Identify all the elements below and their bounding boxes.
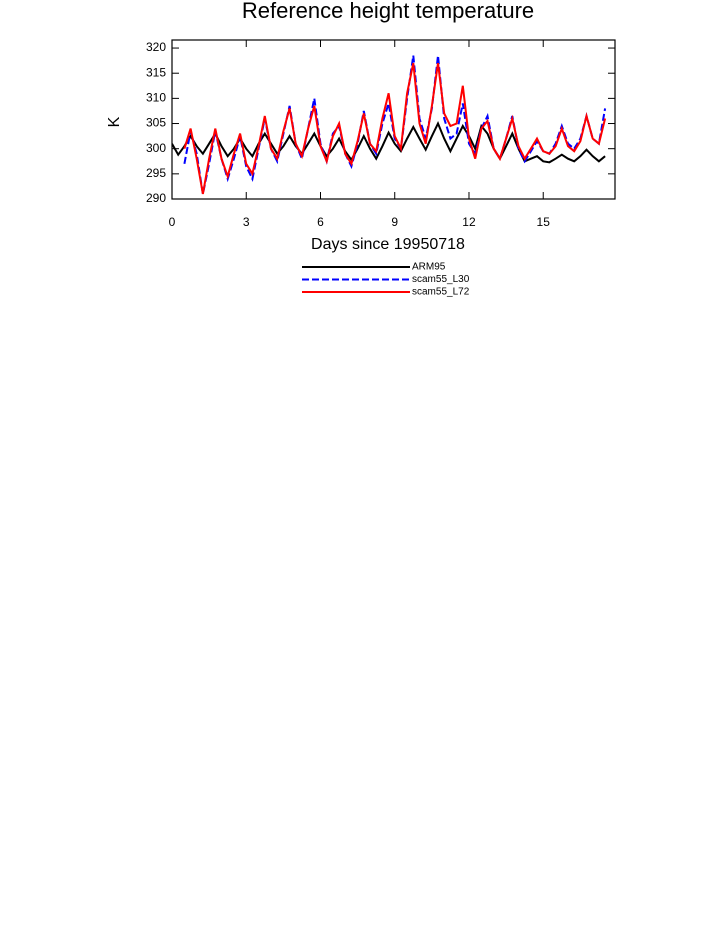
series-line <box>183 55 607 195</box>
x-tick-label: 12 <box>462 215 476 229</box>
x-tick-label: 15 <box>537 215 551 229</box>
series-line <box>183 62 607 195</box>
y-tick-label: 305 <box>146 116 166 130</box>
x-axis-label: Days since 19950718 <box>311 236 465 253</box>
legend-label: scam55_L72 <box>412 287 470 298</box>
y-tick-label: 310 <box>146 91 166 105</box>
legend-label: ARM95 <box>412 262 446 273</box>
y-tick-label: 290 <box>146 191 166 205</box>
y-tick-label: 300 <box>146 141 166 155</box>
chart-title: Reference height temperature <box>242 0 534 23</box>
y-axis-label: K <box>106 116 123 127</box>
x-tick-label: 6 <box>317 215 324 229</box>
x-tick-label: 3 <box>243 215 250 229</box>
x-tick-label: 0 <box>169 215 176 229</box>
y-tick-label: 320 <box>146 40 166 54</box>
y-tick-label: 295 <box>146 166 166 180</box>
legend-label: scam55_L30 <box>412 274 470 285</box>
y-tick-label: 315 <box>146 65 166 79</box>
x-tick-label: 9 <box>391 215 398 229</box>
series-line <box>172 121 606 164</box>
plot-frame <box>171 39 616 200</box>
